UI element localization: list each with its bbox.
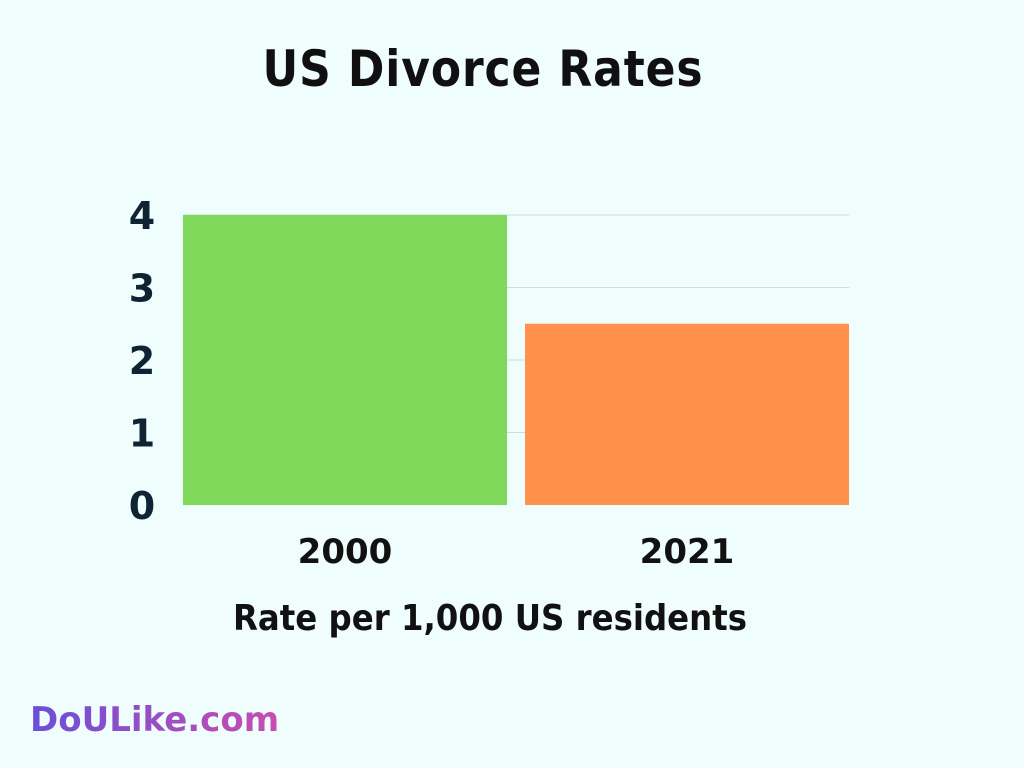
x-axis-label: Rate per 1,000 US residents <box>232 598 748 639</box>
bar-2021 <box>525 323 849 505</box>
x-category-label: 2021 <box>640 532 735 572</box>
y-tick-label: 4 <box>129 194 155 238</box>
bars <box>183 215 849 505</box>
x-axis-categories: 2000 2021 <box>298 532 735 572</box>
y-tick-label: 1 <box>129 412 155 456</box>
brand-logo[interactable]: DoULike.com <box>30 700 280 740</box>
y-axis-ticks: 0 1 2 3 4 <box>129 194 155 528</box>
y-tick-label: 0 <box>129 484 155 528</box>
y-tick-label: 3 <box>129 267 155 311</box>
bar-2000 <box>183 215 507 505</box>
y-tick-label: 2 <box>129 339 155 383</box>
chart-title: US Divorce Rates <box>262 40 704 98</box>
x-category-label: 2000 <box>298 532 393 572</box>
